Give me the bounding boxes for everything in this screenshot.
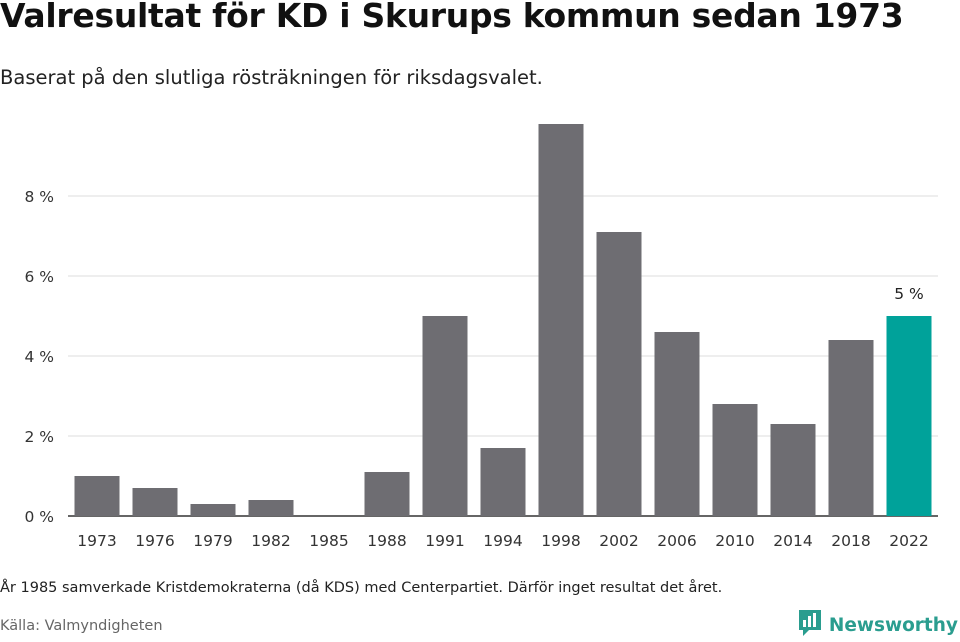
y-tick-label: 6 % xyxy=(24,268,54,286)
newsworthy-logo-icon xyxy=(797,608,823,642)
x-tick-label: 2006 xyxy=(657,532,696,550)
x-tick-label: 1976 xyxy=(135,532,174,550)
bar-1976 xyxy=(132,488,178,516)
x-tick-label: 2018 xyxy=(831,532,870,550)
chart-source: Källa: Valmyndigheten xyxy=(0,618,163,634)
y-tick-label: 0 % xyxy=(24,508,54,526)
bar-1994 xyxy=(480,448,526,516)
x-tick-label: 1994 xyxy=(483,532,522,550)
bar-2018 xyxy=(828,340,874,516)
bar-1998 xyxy=(538,124,584,516)
chart-subtitle: Baserat på den slutliga rösträkningen fö… xyxy=(0,66,543,89)
x-tick-label: 1998 xyxy=(541,532,580,550)
bar-2014 xyxy=(770,424,816,516)
bar-1979 xyxy=(190,504,236,516)
x-tick-label: 1991 xyxy=(425,532,464,550)
chart-title: Valresultat för KD i Skurups kommun seda… xyxy=(0,0,904,35)
x-tick-label: 2002 xyxy=(599,532,638,550)
y-tick-label: 8 % xyxy=(24,188,54,206)
data-label-2022: 5 % xyxy=(894,285,924,303)
x-tick-label: 1982 xyxy=(251,532,290,550)
x-tick-label: 2010 xyxy=(715,532,754,550)
y-tick-label: 2 % xyxy=(24,428,54,446)
brand-name: Newsworthy xyxy=(828,614,958,636)
bar-1991 xyxy=(422,316,468,516)
x-tick-label: 1979 xyxy=(193,532,232,550)
x-tick-label: 2014 xyxy=(773,532,812,550)
bar-2010 xyxy=(712,404,758,516)
bar-2002 xyxy=(596,232,642,516)
x-tick-label: 2022 xyxy=(889,532,928,550)
x-tick-label: 1973 xyxy=(77,532,116,550)
chart-note: År 1985 samverkade Kristdemokraterna (då… xyxy=(0,580,723,596)
brand-logo[interactable]: Newsworthy xyxy=(797,608,958,642)
bars xyxy=(74,124,932,516)
bar-1973 xyxy=(74,476,120,516)
bar-1988 xyxy=(364,472,410,516)
bar-2022 xyxy=(886,316,932,516)
x-tick-label: 1988 xyxy=(367,532,406,550)
x-tick-label: 1985 xyxy=(309,532,348,550)
bar-2006 xyxy=(654,332,700,516)
bar-1982 xyxy=(248,500,294,516)
labels: 0 % 2 % 4 % 6 % 8 % 1973 1976 1979 1982 1985 1988 1… xyxy=(24,188,928,550)
y-tick-label: 4 % xyxy=(24,348,54,366)
